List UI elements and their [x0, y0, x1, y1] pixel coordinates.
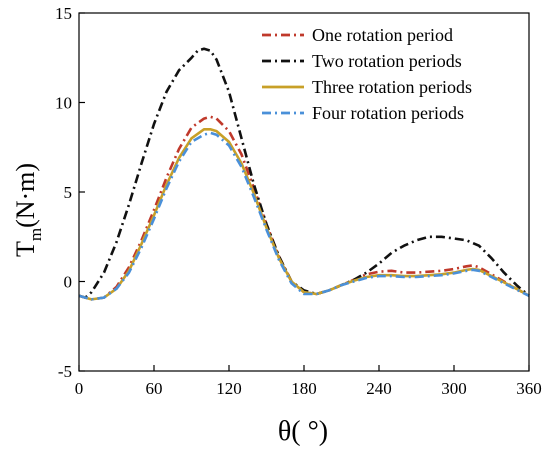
- y-tick-label: 15: [55, 4, 72, 23]
- y-tick-label: 0: [64, 273, 73, 292]
- series-layer: [78, 47, 530, 301]
- y-tick-label: -5: [58, 362, 72, 381]
- x-tick-label: 300: [441, 379, 467, 398]
- x-tick-label: 240: [366, 379, 392, 398]
- legend-label-2: Two rotation periods: [312, 51, 462, 71]
- y-axis-title-unit: (N·m): [11, 163, 40, 228]
- legend: One rotation period Two rotation periods T…: [262, 25, 472, 123]
- x-tick-label: 120: [216, 379, 242, 398]
- legend-label-1: One rotation period: [312, 25, 453, 45]
- x-axis-title: θ( °): [278, 416, 328, 447]
- x-tick-label: 60: [146, 379, 163, 398]
- y-axis-title: Tm(N·m): [11, 163, 45, 257]
- x-tick-label: 180: [291, 379, 317, 398]
- legend-label-3: Three rotation periods: [312, 77, 472, 97]
- x-tick-label: 360: [516, 379, 542, 398]
- series-line-3: [78, 128, 530, 301]
- y-axis-title-main: T: [11, 241, 40, 257]
- legend-label-4: Four rotation periods: [312, 103, 464, 123]
- y-tick-label: 10: [55, 94, 72, 113]
- x-tick-label: 0: [75, 379, 84, 398]
- y-tick-label: 5: [64, 183, 73, 202]
- series-line-4: [78, 131, 530, 301]
- y-axis-title-subscript: m: [26, 228, 45, 241]
